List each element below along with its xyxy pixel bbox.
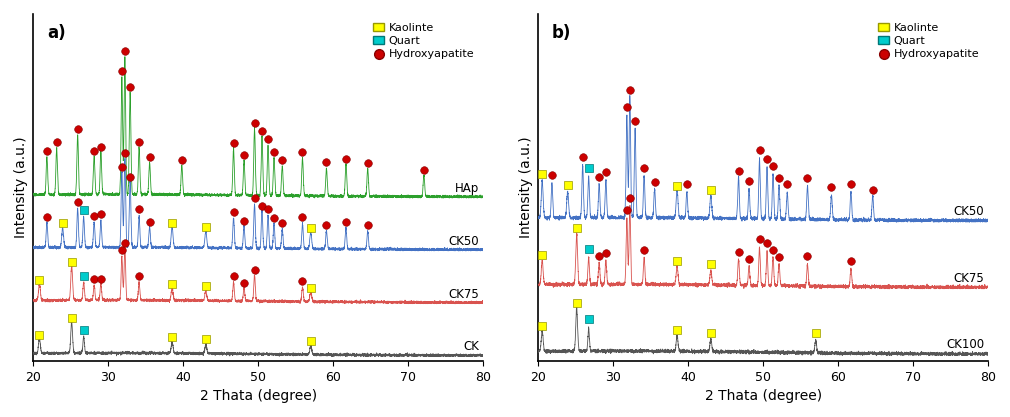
Text: CK75: CK75 — [448, 288, 480, 301]
Text: CK75: CK75 — [953, 272, 985, 285]
Text: CK100: CK100 — [946, 339, 985, 352]
Y-axis label: Intensity (a.u.): Intensity (a.u.) — [519, 136, 533, 238]
X-axis label: 2 Thata (degree): 2 Thata (degree) — [705, 389, 822, 403]
Text: HAp: HAp — [456, 182, 480, 195]
Text: b): b) — [551, 24, 572, 42]
Y-axis label: Intensity (a.u.): Intensity (a.u.) — [14, 136, 28, 238]
X-axis label: 2 Thata (degree): 2 Thata (degree) — [200, 389, 317, 403]
Text: CK: CK — [464, 340, 480, 354]
Legend: Kaolinte, Quart, Hydroxyapatite: Kaolinte, Quart, Hydroxyapatite — [370, 20, 478, 63]
Text: CK50: CK50 — [448, 235, 480, 248]
Text: CK50: CK50 — [953, 205, 985, 218]
Text: a): a) — [46, 24, 66, 42]
Legend: Kaolinte, Quart, Hydroxyapatite: Kaolinte, Quart, Hydroxyapatite — [875, 20, 983, 63]
